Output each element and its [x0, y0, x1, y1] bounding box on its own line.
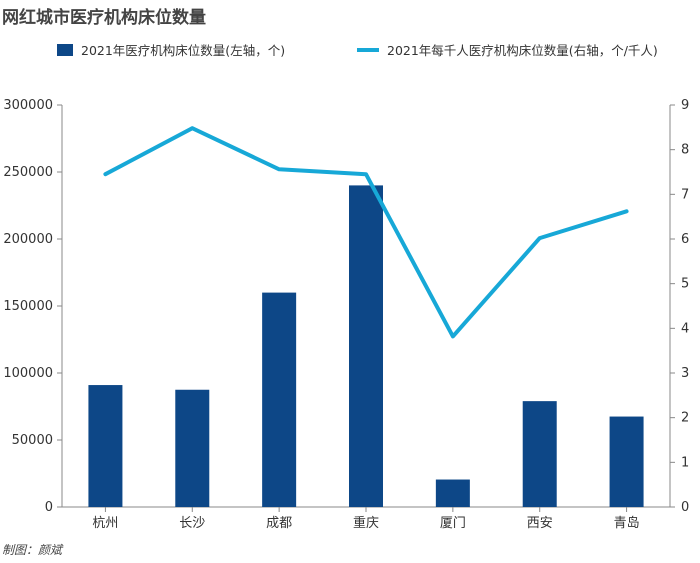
right-tick-label: 9: [681, 98, 689, 113]
x-tick-label: 成都: [266, 516, 292, 531]
bar: [435, 479, 470, 507]
bar: [522, 401, 557, 507]
right-tick-label: 6: [681, 232, 689, 247]
bar: [175, 389, 210, 507]
legend-item-line: 2021年每千人医疗机构床位数量(右轴，个/千人): [357, 40, 658, 59]
line-series: [103, 126, 629, 339]
left-tick-label: 200000: [3, 232, 53, 247]
right-tick-label: 7: [681, 187, 689, 202]
right-tick-label: 0: [681, 500, 689, 515]
x-tick-label: 重庆: [353, 515, 379, 531]
legend-swatch-bar: [57, 43, 73, 56]
right-tick-label: 3: [681, 366, 689, 381]
bar: [349, 185, 383, 507]
chart-title: 网红城市医疗机构床位数量: [2, 8, 206, 28]
left-tick-label: 100000: [3, 366, 53, 381]
left-tick-label: 50000: [12, 433, 53, 448]
right-tick-label: 2: [681, 411, 689, 426]
x-tick-label: 西安: [527, 516, 553, 531]
x-tick-label: 青岛: [614, 515, 640, 531]
bar: [262, 292, 297, 507]
right-tick-label: 5: [681, 277, 689, 292]
legend-label-line: 2021年每千人医疗机构床位数量(右轴，个/千人): [387, 43, 658, 58]
x-tick-label: 杭州: [92, 516, 118, 531]
bar: [609, 416, 644, 507]
legend-label-bars: 2021年医疗机构床位数量(左轴，个): [81, 43, 286, 58]
chart-credit: 制图：颜斌: [2, 543, 63, 557]
x-tick-label: 长沙: [179, 516, 205, 531]
left-tick-label: 150000: [3, 299, 53, 314]
right-tick-label: 1: [681, 455, 689, 470]
legend-item-bars: 2021年医疗机构床位数量(左轴，个): [57, 40, 285, 59]
x-tick-label: 厦门: [440, 516, 466, 531]
left-tick-label: 0: [45, 500, 53, 515]
left-tick-label: 300000: [3, 98, 53, 113]
left-tick-label: 250000: [3, 165, 53, 180]
right-tick-label: 4: [681, 321, 689, 336]
right-tick-label: 8: [681, 143, 689, 158]
bar: [88, 385, 123, 507]
legend-swatch-line: [357, 47, 379, 52]
